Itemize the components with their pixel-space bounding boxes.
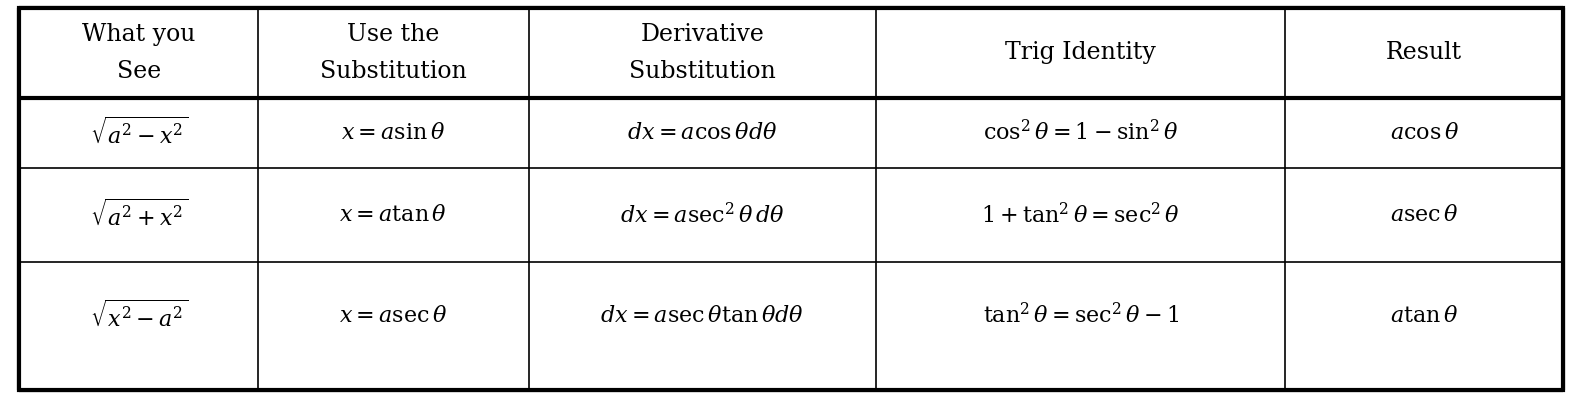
Bar [19, 98, 258, 168]
Bar [876, 98, 1285, 168]
Bar [528, 168, 876, 262]
Text: $dx = a\sec^2\theta\, d\theta$: $dx = a\sec^2\theta\, d\theta$ [620, 203, 785, 228]
Bar [258, 98, 528, 168]
Bar [258, 168, 528, 262]
Text: $\sqrt{x^2 - a^2}$: $\sqrt{x^2 - a^2}$ [90, 300, 188, 332]
Text: $\sqrt{a^2 - x^2}$: $\sqrt{a^2 - x^2}$ [90, 117, 188, 149]
Bar [876, 262, 1285, 390]
Bar [1285, 168, 1563, 262]
Text: Result: Result [1386, 41, 1462, 64]
Bar [19, 262, 258, 390]
Bar [1285, 262, 1563, 390]
Text: Trig Identity: Trig Identity [1005, 41, 1156, 64]
Bar [19, 8, 258, 98]
Bar [876, 8, 1285, 98]
Bar [258, 8, 528, 98]
Text: $a\tan\theta$: $a\tan\theta$ [1391, 305, 1459, 327]
Text: Derivative
Substitution: Derivative Substitution [628, 23, 775, 83]
Bar [528, 8, 876, 98]
Text: Use the
Substitution: Use the Substitution [320, 23, 467, 83]
Text: $1 + \tan^2\theta = \sec^2\theta$: $1 + \tan^2\theta = \sec^2\theta$ [981, 203, 1180, 228]
Text: $\tan^2\theta = \sec^2\theta - 1$: $\tan^2\theta = \sec^2\theta - 1$ [982, 304, 1179, 329]
Text: $\sqrt{a^2 + x^2}$: $\sqrt{a^2 + x^2}$ [90, 199, 188, 231]
Text: $a\cos\theta$: $a\cos\theta$ [1389, 122, 1459, 144]
Bar [528, 98, 876, 168]
Text: $a\sec\theta$: $a\sec\theta$ [1389, 204, 1459, 226]
Text: $\cos^2\theta = 1 - \sin^2\theta$: $\cos^2\theta = 1 - \sin^2\theta$ [982, 121, 1179, 146]
Bar [258, 262, 528, 390]
Bar [528, 262, 876, 390]
Bar [876, 168, 1285, 262]
Text: $x = a \sin\theta$: $x = a \sin\theta$ [342, 122, 446, 144]
Text: $x = a \sec\theta$: $x = a \sec\theta$ [339, 305, 448, 327]
Text: $dx = a\cos\theta d\theta$: $dx = a\cos\theta d\theta$ [626, 122, 777, 144]
Bar [19, 168, 258, 262]
Text: $dx = a\sec\theta\tan\theta d\theta$: $dx = a\sec\theta\tan\theta d\theta$ [600, 305, 804, 327]
Bar [1285, 8, 1563, 98]
Text: What you
See: What you See [82, 23, 195, 83]
Bar [1285, 98, 1563, 168]
Text: $x = a \tan\theta$: $x = a \tan\theta$ [340, 204, 448, 226]
